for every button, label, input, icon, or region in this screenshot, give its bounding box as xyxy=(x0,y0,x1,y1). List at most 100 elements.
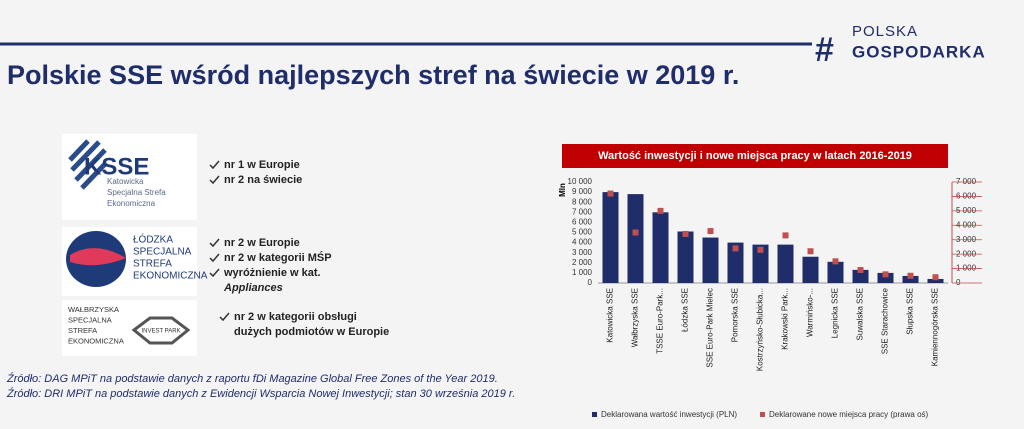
source: Źródło: DAG MPiT na podstawie danych z r… xyxy=(6,372,498,385)
y-tick-label: 3 000 xyxy=(572,248,593,257)
x-tick-label: Legnicka SSE xyxy=(831,288,840,338)
bar xyxy=(877,272,894,283)
logo-text: EKONOMICZNA xyxy=(133,271,208,282)
bar xyxy=(677,231,694,283)
x-tick-label: Suwalska SSE xyxy=(856,288,865,340)
legend-label: Deklarowane nowe miejsca pracy (prawa oś… xyxy=(769,410,929,419)
bar xyxy=(902,275,919,283)
bullet-text: nr 2 w kategorii obsługi xyxy=(234,311,357,323)
brand-line: GOSPODARKA xyxy=(852,42,986,61)
logo-text: Specjalna Strefa xyxy=(107,188,166,197)
logo-box xyxy=(62,134,197,220)
x-tick-label: SSE Euro-Park Mielec xyxy=(706,288,715,368)
chart-title: Wartość inwestycji i nowe miejsca pracy … xyxy=(598,150,912,162)
bar xyxy=(702,237,719,283)
slide-title: Polskie SSE wśród najlepszych stref na ś… xyxy=(7,60,739,90)
lodz-icon xyxy=(70,248,126,266)
bar xyxy=(727,242,744,283)
marker xyxy=(807,248,814,255)
marker xyxy=(882,271,889,278)
y-tick-label: 8 000 xyxy=(572,197,593,206)
y-tick-label: 7 000 xyxy=(572,207,593,216)
ksse-icon xyxy=(68,139,107,190)
logo-title: KSSE xyxy=(84,153,149,180)
marker xyxy=(782,232,789,239)
bullet-text: Appliances xyxy=(223,282,283,294)
marker xyxy=(757,246,764,253)
marker xyxy=(707,228,714,235)
bullet-text: nr 1 w Europie xyxy=(224,159,300,171)
x-tick-label: Kostrzyńsko-Słubicka... xyxy=(756,288,765,371)
y-tick-label: 6 000 xyxy=(572,218,593,227)
logo-box xyxy=(62,300,197,356)
legend-label: Deklarowana wartość inwestycji (PLN) xyxy=(601,410,737,419)
check-icon xyxy=(209,253,220,263)
logo-text: Ekonomiczna xyxy=(107,199,156,208)
bar xyxy=(652,212,669,283)
marker xyxy=(632,229,639,236)
logo-text: SPECJALNA xyxy=(68,315,112,324)
x-tick-label: Kamiennogórska SSE xyxy=(931,288,940,366)
bullet-text: wyróżnienie w kat. xyxy=(223,267,321,279)
check-icon xyxy=(209,268,220,278)
y-tick-label: 2 000 xyxy=(572,258,593,267)
bullet-text: nr 2 w Europie xyxy=(224,237,300,249)
check-icon xyxy=(219,312,230,322)
bar xyxy=(627,194,644,283)
x-tick-label: SSE Starachowice xyxy=(881,287,890,354)
check-icon xyxy=(209,238,220,248)
x-tick-label: TSSE Euro-Park... xyxy=(656,288,665,354)
bar xyxy=(827,261,844,283)
marker xyxy=(832,258,839,265)
brand-line: POLSKA xyxy=(852,23,918,40)
legend-swatch xyxy=(592,412,597,417)
check-icon xyxy=(209,160,220,170)
marker xyxy=(657,207,664,214)
marker xyxy=(682,230,689,237)
y-tick-label: 1 000 xyxy=(572,268,593,277)
logo-text: SPECJALNA xyxy=(133,247,192,258)
x-tick-label: Pomorska SSE xyxy=(731,288,740,342)
bar xyxy=(927,278,944,283)
marker xyxy=(607,190,614,197)
bar xyxy=(752,244,769,283)
legend-swatch xyxy=(760,412,765,417)
bullet-text: nr 2 w kategorii MŚP xyxy=(224,251,332,264)
logo-text: Katowicka xyxy=(107,177,144,186)
marker xyxy=(732,245,739,252)
bar xyxy=(602,192,619,283)
y-tick-label: 5 000 xyxy=(572,228,593,237)
x-tick-label: Wałbrzyska SSE xyxy=(631,288,640,347)
x-tick-label: Łódzka SSE xyxy=(681,288,690,332)
source: Źródło: DRI MPiT na podstawie danych z E… xyxy=(6,387,515,400)
x-tick-label: Krakowski Park... xyxy=(781,288,790,350)
logo-badge: INVEST PARK xyxy=(141,329,180,335)
bar xyxy=(802,256,819,283)
marker xyxy=(932,274,939,281)
x-tick-label: Słupska SSE xyxy=(906,288,915,335)
chart: Wartość inwestycji i nowe miejsca pracy … xyxy=(558,150,982,419)
bullet-text: nr 2 na świecie xyxy=(224,174,302,186)
brand-mark: # xyxy=(815,31,834,69)
logo-text: ŁÓDZKA xyxy=(133,233,173,246)
logo-text: WAŁBRZYSKA xyxy=(68,305,119,314)
marker xyxy=(857,267,864,274)
bullet-text: dużych podmiotów w Europie xyxy=(234,326,389,338)
marker xyxy=(907,272,914,279)
bar xyxy=(852,269,869,283)
logo-text: STREFA xyxy=(68,326,97,335)
invest-park-icon xyxy=(131,316,191,345)
y-axis-label: Mln xyxy=(558,183,567,197)
x-tick-label: Warmińsko-... xyxy=(806,288,815,337)
logo-text: STREFA xyxy=(133,259,172,270)
chart-title-bar xyxy=(562,144,948,168)
logo-text: EKONOMICZNA xyxy=(68,336,124,345)
y-tick-label: 0 xyxy=(588,278,593,287)
y-tick-label: 4 000 xyxy=(572,238,593,247)
check-icon xyxy=(209,175,220,185)
y-tick-label: 9 000 xyxy=(572,187,593,196)
y-tick-label: 10 000 xyxy=(568,177,593,186)
bar xyxy=(777,244,794,283)
